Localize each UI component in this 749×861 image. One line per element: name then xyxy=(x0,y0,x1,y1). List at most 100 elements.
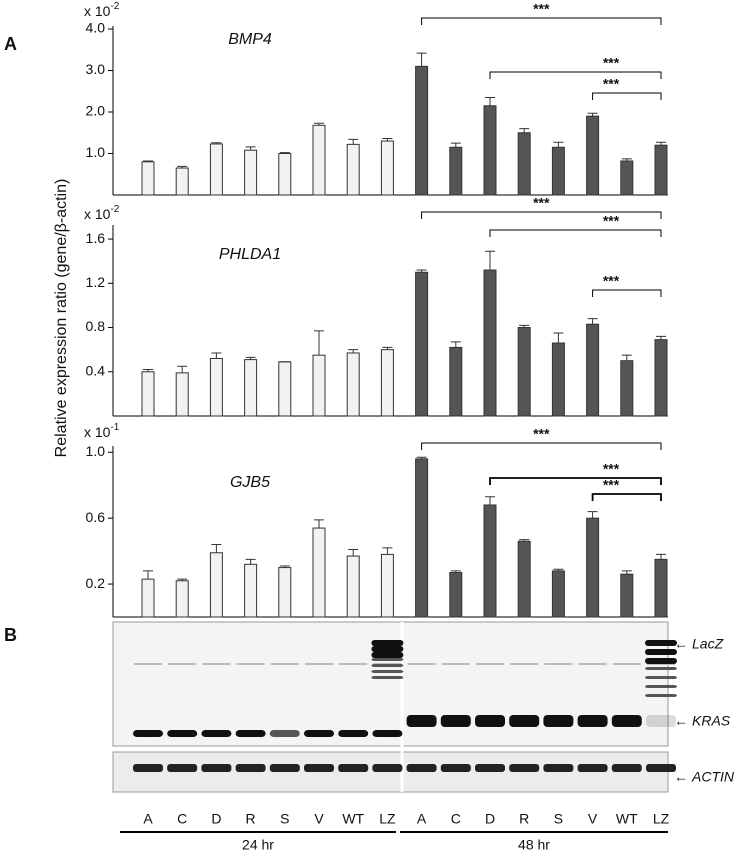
significance-label: *** xyxy=(533,1,550,17)
error-bar xyxy=(143,570,153,580)
bar xyxy=(551,570,565,618)
band-arrow: ← xyxy=(674,636,688,652)
bar xyxy=(244,563,258,618)
significance-bracket xyxy=(592,289,662,297)
error-bar xyxy=(211,142,222,144)
bar xyxy=(483,504,497,618)
faint-band xyxy=(339,663,368,665)
bar xyxy=(346,555,360,618)
kras-band xyxy=(646,715,676,727)
significance-label: *** xyxy=(603,273,620,289)
bar xyxy=(244,149,258,196)
error-bar xyxy=(621,158,632,161)
y-tick-label: 4.0 xyxy=(86,20,106,36)
kras-band xyxy=(304,730,334,737)
error-bar xyxy=(314,519,324,529)
panel-label: A xyxy=(4,34,17,54)
bar xyxy=(483,269,497,417)
multiplier-base: x 10 xyxy=(84,424,111,440)
error-bar xyxy=(211,544,222,553)
band-arrow: ← xyxy=(674,769,688,785)
actin-band xyxy=(269,764,300,772)
bar xyxy=(654,339,668,417)
faint-band xyxy=(134,663,162,665)
lacz-band xyxy=(645,649,677,655)
y-tick-label: 3.0 xyxy=(86,61,106,77)
bar xyxy=(654,558,668,618)
lane-label: C xyxy=(177,811,187,827)
error-bar xyxy=(245,146,256,151)
kras-band xyxy=(406,715,437,727)
actin-band xyxy=(201,764,232,772)
axis-multiplier: x 10-2 xyxy=(84,1,120,19)
bar xyxy=(141,578,155,618)
significance-bracket xyxy=(489,71,662,79)
lane-label: A xyxy=(143,811,153,827)
significance-bracket xyxy=(591,493,662,501)
error-bar xyxy=(656,553,666,560)
faint-band xyxy=(270,663,299,665)
error-bar xyxy=(416,269,427,273)
bar xyxy=(517,327,531,417)
bar xyxy=(244,359,258,417)
significance-label: *** xyxy=(603,76,620,92)
actin-band xyxy=(646,764,676,772)
bar xyxy=(483,105,497,196)
bar xyxy=(449,146,463,196)
bar xyxy=(209,357,223,417)
actin-band xyxy=(235,764,266,772)
lane-label: S xyxy=(554,811,563,827)
lane-label: R xyxy=(246,811,256,827)
bar xyxy=(278,361,292,417)
error-bar xyxy=(587,112,598,117)
chart-title: GJB5 xyxy=(230,474,270,491)
lane-label: D xyxy=(485,811,495,827)
y-tick-label: 1.0 xyxy=(86,443,106,459)
bar xyxy=(175,167,189,196)
lacz-band xyxy=(371,664,404,667)
error-bar xyxy=(245,558,256,565)
error-bar xyxy=(314,122,324,126)
bar xyxy=(620,160,634,196)
y-tick-label: 0.2 xyxy=(86,575,106,591)
bar xyxy=(586,517,600,618)
faint-band xyxy=(612,663,641,665)
multiplier-exponent: -2 xyxy=(110,1,119,12)
significance-label: *** xyxy=(533,426,550,442)
significance-label: *** xyxy=(603,55,620,71)
error-bar xyxy=(245,356,256,360)
bar xyxy=(278,567,292,618)
significance-bracket xyxy=(421,442,662,450)
bar xyxy=(209,143,223,196)
faint-band xyxy=(510,663,539,665)
error-bar xyxy=(519,324,530,328)
kras-band xyxy=(133,730,163,737)
kras-band xyxy=(475,715,505,727)
lacz-band xyxy=(645,667,677,670)
bar xyxy=(620,360,634,417)
faint-band xyxy=(441,663,470,665)
error-bar xyxy=(382,138,393,142)
significance-bracket xyxy=(421,17,662,25)
error-bar xyxy=(348,349,359,353)
error-bar xyxy=(553,141,564,148)
error-bar xyxy=(587,318,598,325)
bar xyxy=(278,153,292,196)
kras-band xyxy=(269,730,300,737)
bar xyxy=(312,527,326,618)
lane-label: LZ xyxy=(653,811,670,827)
faint-band xyxy=(168,663,197,665)
error-bar xyxy=(177,165,188,169)
actin-band xyxy=(338,764,369,772)
lane-label: C xyxy=(451,811,461,827)
faint-band xyxy=(544,663,573,665)
error-bar xyxy=(348,548,359,557)
group-label: 24 hr xyxy=(242,837,274,853)
bar xyxy=(141,161,155,196)
band-label: KRAS xyxy=(692,713,731,729)
group-label: 48 hr xyxy=(518,837,550,853)
actin-band xyxy=(475,764,505,772)
actin-band xyxy=(611,764,642,772)
significance-label: *** xyxy=(603,461,620,477)
